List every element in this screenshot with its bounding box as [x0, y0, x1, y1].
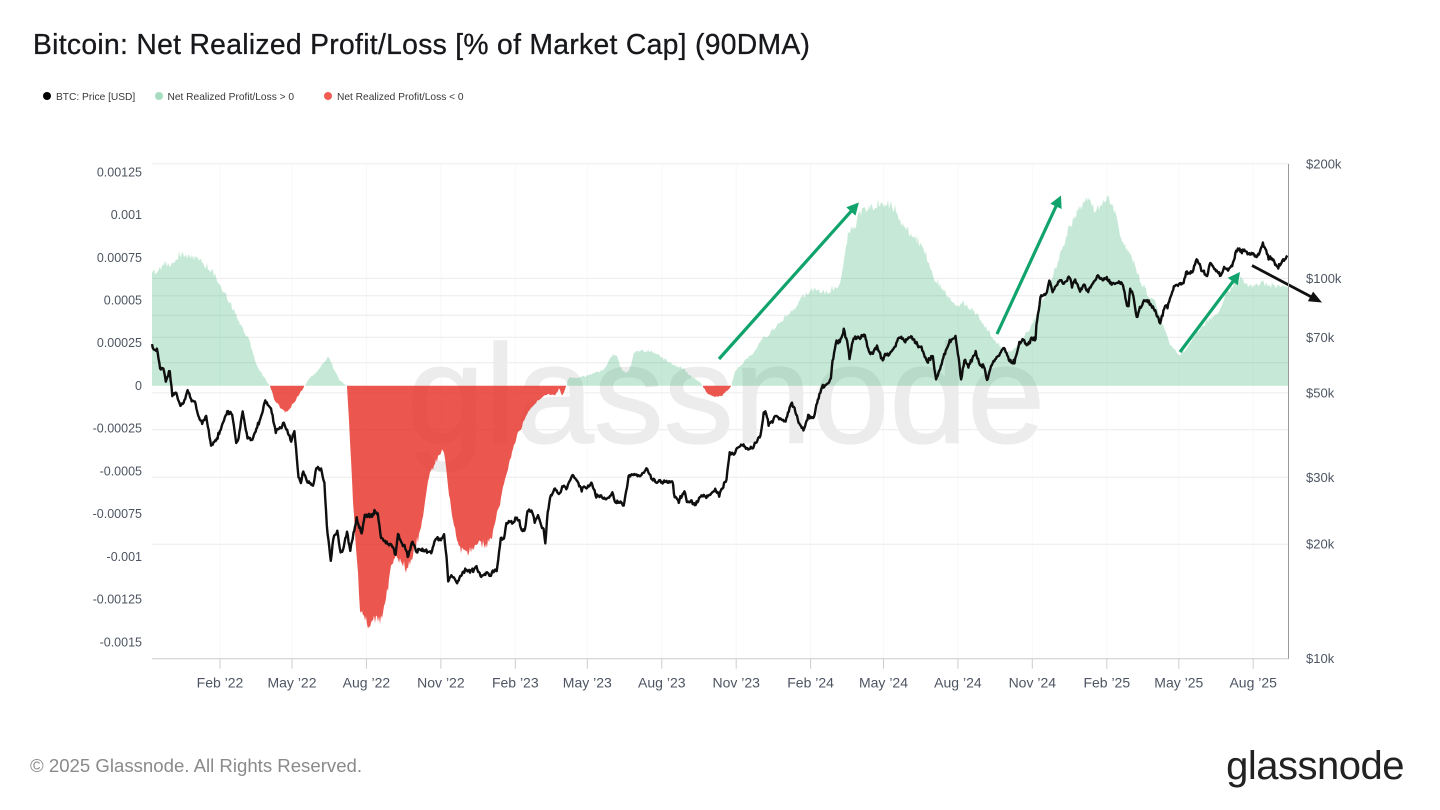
svg-text:Nov ’23: Nov ’23 — [712, 674, 760, 690]
svg-text:Feb ’22: Feb ’22 — [197, 674, 244, 690]
svg-text:0.001: 0.001 — [111, 208, 142, 222]
svg-text:0.0005: 0.0005 — [104, 294, 142, 308]
svg-text:$20k: $20k — [1306, 537, 1335, 552]
svg-text:Feb ’24: Feb ’24 — [787, 674, 834, 690]
svg-text:Nov ’22: Nov ’22 — [417, 674, 465, 690]
svg-text:$100k: $100k — [1306, 271, 1342, 286]
svg-text:-0.00125: -0.00125 — [93, 593, 142, 607]
svg-text:Aug ’22: Aug ’22 — [343, 674, 391, 690]
svg-text:Feb ’23: Feb ’23 — [492, 674, 539, 690]
svg-text:$10k: $10k — [1306, 651, 1335, 666]
svg-text:May ’24: May ’24 — [859, 674, 908, 690]
svg-text:$30k: $30k — [1306, 470, 1335, 485]
svg-text:0: 0 — [135, 379, 142, 393]
svg-text:May ’22: May ’22 — [267, 674, 316, 690]
svg-text:Feb ’25: Feb ’25 — [1083, 674, 1130, 690]
svg-text:-0.001: -0.001 — [107, 550, 142, 564]
svg-text:0.00075: 0.00075 — [97, 251, 142, 265]
svg-text:-0.0005: -0.0005 — [100, 464, 142, 478]
svg-text:$70k: $70k — [1306, 330, 1335, 345]
svg-text:-0.0015: -0.0015 — [100, 635, 142, 649]
svg-text:-0.00075: -0.00075 — [93, 507, 142, 521]
svg-text:May ’25: May ’25 — [1154, 674, 1203, 690]
svg-text:$50k: $50k — [1306, 385, 1335, 400]
svg-text:0.00025: 0.00025 — [97, 336, 142, 350]
svg-text:May ’23: May ’23 — [563, 674, 612, 690]
svg-text:Aug ’23: Aug ’23 — [638, 674, 686, 690]
svg-text:0.00125: 0.00125 — [97, 165, 142, 179]
svg-text:Aug ’25: Aug ’25 — [1229, 674, 1277, 690]
svg-text:Nov ’24: Nov ’24 — [1009, 674, 1057, 690]
svg-text:-0.00025: -0.00025 — [93, 422, 142, 436]
svg-text:Aug ’24: Aug ’24 — [934, 674, 982, 690]
svg-text:$200k: $200k — [1306, 156, 1342, 171]
